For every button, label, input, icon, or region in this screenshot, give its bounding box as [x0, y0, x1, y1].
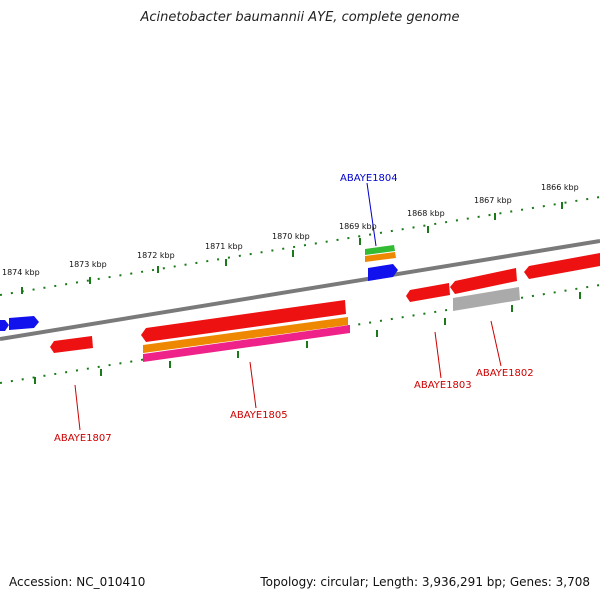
- scale-label-1872: 1872 kbp: [137, 251, 175, 260]
- scale-label-1866: 1866 kbp: [541, 183, 579, 192]
- gene-feature-abaye1804-green[interactable]: [365, 245, 395, 255]
- scale-label-1867: 1867 kbp: [474, 196, 512, 205]
- gene-feature-abaye1805-pink[interactable]: [143, 325, 350, 362]
- leader-line-abaye1803: [434, 331, 442, 379]
- gene-label-abaye1804[interactable]: ABAYE1804: [340, 173, 398, 184]
- map-title: Acinetobacter baumannii AYE, complete ge…: [140, 10, 460, 25]
- gene-feature-blue-left[interactable]: [0, 320, 9, 331]
- leader-line-abaye1804: [366, 182, 377, 247]
- gene-feature-abaye1802-gray[interactable]: [453, 287, 520, 311]
- major-ticks: [21, 202, 581, 384]
- gene-feature-red-right[interactable]: [524, 253, 600, 279]
- scale-label-1874: 1874 kbp: [2, 268, 40, 277]
- genome-backbone: [0, 239, 600, 341]
- accession-text: Accession: NC_010410: [9, 575, 146, 589]
- gene-feature-abaye1804-orange[interactable]: [365, 252, 396, 262]
- gene-label-abaye1803[interactable]: ABAYE1803: [414, 380, 472, 391]
- leader-line-abaye1802: [490, 320, 502, 367]
- gene-label-abaye1807[interactable]: ABAYE1807: [54, 433, 112, 444]
- scale-label-1871: 1871 kbp: [205, 242, 243, 251]
- gene-label-abaye1802[interactable]: ABAYE1802: [476, 368, 534, 379]
- scale-label-1868: 1868 kbp: [407, 209, 445, 218]
- leader-line-abaye1807: [74, 384, 81, 431]
- scale-label-1873: 1873 kbp: [69, 260, 107, 269]
- gene-feature-abaye1805-orange[interactable]: [143, 317, 348, 353]
- gene-feature-abaye1807[interactable]: [50, 336, 93, 353]
- gene-feature-abaye1805-red[interactable]: [141, 300, 346, 342]
- gene-feature-abaye1803[interactable]: [406, 283, 450, 302]
- gene-label-abaye1805[interactable]: ABAYE1805: [230, 410, 288, 421]
- scale-label-1869: 1869 kbp: [339, 222, 377, 231]
- gene-feature-blue-right[interactable]: [368, 264, 398, 281]
- scale-label-1870: 1870 kbp: [272, 232, 310, 241]
- gene-feature-abaye1802-red[interactable]: [450, 268, 517, 294]
- topology-text: Topology: circular; Length: 3,936,291 bp…: [260, 575, 590, 589]
- gene-feature-blue[interactable]: [9, 316, 39, 330]
- leader-line-abaye1805: [249, 361, 257, 409]
